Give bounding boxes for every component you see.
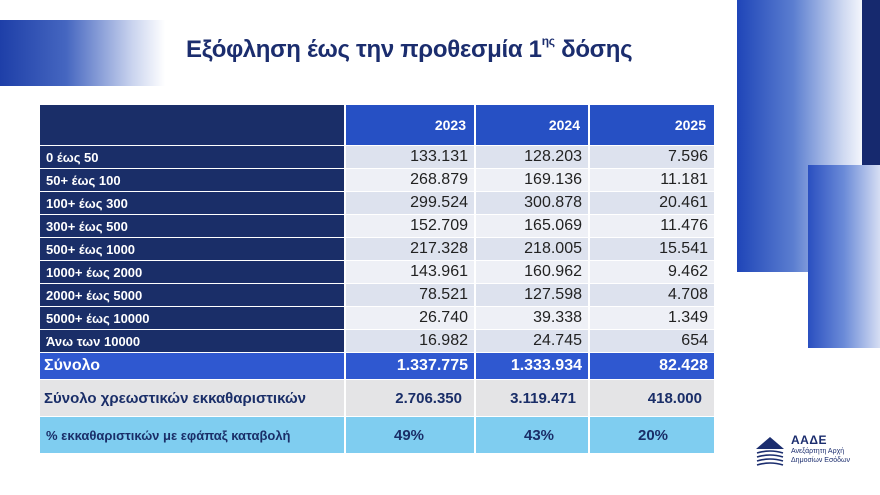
row-label: Άνω των 10000 <box>40 330 346 352</box>
table-header-row: 2023 2024 2025 <box>40 105 714 145</box>
row-label: % εκκαθαριστικών με εφάπαξ καταβολή <box>40 417 346 453</box>
value-cell: 2.706.350 <box>346 380 476 416</box>
value-cell: 654 <box>590 330 714 352</box>
logo-subtitle: Ανεξάρτητη Αρχή Δημοσίων Εσόδων <box>791 448 851 464</box>
row-label: 2000+ έως 5000 <box>40 284 346 306</box>
header-year-2024: 2024 <box>476 105 590 145</box>
value-cell: 24.745 <box>476 330 590 352</box>
value-cell: 299.524 <box>346 192 476 214</box>
value-cell: 78.521 <box>346 284 476 306</box>
value-cell: 1.333.934 <box>476 353 590 379</box>
aade-logo: ΑΑΔΕ Ανεξάρτητη Αρχή Δημοσίων Εσόδων <box>755 433 865 473</box>
header-year-2025: 2025 <box>590 105 714 145</box>
value-cell: 43% <box>476 417 590 453</box>
row-label: 0 έως 50 <box>40 146 346 168</box>
table-row: 2000+ έως 5000 78.521 127.598 4.708 <box>40 284 714 306</box>
table-row: 300+ έως 500 152.709 165.069 11.476 <box>40 215 714 237</box>
decor-bar-right <box>862 0 880 165</box>
value-cell: 268.879 <box>346 169 476 191</box>
value-cell: 3.119.471 <box>476 380 590 416</box>
title-superscript: ης <box>541 34 555 48</box>
header-corner <box>40 105 346 145</box>
value-cell: 16.982 <box>346 330 476 352</box>
value-cell: 9.462 <box>590 261 714 283</box>
table-row: 0 έως 50 133.131 128.203 7.596 <box>40 146 714 168</box>
value-cell: 127.598 <box>476 284 590 306</box>
row-label: 5000+ έως 10000 <box>40 307 346 329</box>
title-main: Εξόφληση έως την προθεσμία 1 <box>186 36 542 63</box>
installments-table: 2023 2024 2025 0 έως 50 133.131 128.203 7.5… <box>40 104 714 454</box>
value-cell: 152.709 <box>346 215 476 237</box>
table-row: 5000+ έως 10000 26.740 39.338 1.349 <box>40 307 714 329</box>
aade-logo-mark-icon <box>756 437 784 466</box>
value-cell: 1.349 <box>590 307 714 329</box>
row-label: 500+ έως 1000 <box>40 238 346 260</box>
value-cell: 20% <box>590 417 714 453</box>
value-cell: 418.000 <box>590 380 714 416</box>
value-cell: 15.541 <box>590 238 714 260</box>
table-row: Άνω των 10000 16.982 24.745 654 <box>40 330 714 352</box>
decor-block-right <box>808 165 880 348</box>
row-label: Σύνολο χρεωστικών εκκαθαριστικών <box>40 380 346 416</box>
table-row: 1000+ έως 2000 143.961 160.962 9.462 <box>40 261 714 283</box>
value-cell: 4.708 <box>590 284 714 306</box>
row-label: 300+ έως 500 <box>40 215 346 237</box>
percent-row: % εκκαθαριστικών με εφάπαξ καταβολή 49% 43… <box>40 417 714 453</box>
row-label: 50+ έως 100 <box>40 169 346 191</box>
value-cell: 165.069 <box>476 215 590 237</box>
value-cell: 26.740 <box>346 307 476 329</box>
value-cell: 7.596 <box>590 146 714 168</box>
value-cell: 1.337.775 <box>346 353 476 379</box>
value-cell: 217.328 <box>346 238 476 260</box>
title-end: δόσης <box>554 36 633 63</box>
table-row: 50+ έως 100 268.879 169.136 11.181 <box>40 169 714 191</box>
value-cell: 11.476 <box>590 215 714 237</box>
value-cell: 169.136 <box>476 169 590 191</box>
value-cell: 143.961 <box>346 261 476 283</box>
value-cell: 11.181 <box>590 169 714 191</box>
header-year-2023: 2023 <box>346 105 476 145</box>
value-cell: 82.428 <box>590 353 714 379</box>
liquidations-row: Σύνολο χρεωστικών εκκαθαριστικών 2.706.35… <box>40 380 714 416</box>
value-cell: 218.005 <box>476 238 590 260</box>
row-label: Σύνολο <box>40 353 346 379</box>
value-cell: 39.338 <box>476 307 590 329</box>
logo-name: ΑΑΔΕ <box>791 433 827 447</box>
row-label: 100+ έως 300 <box>40 192 346 214</box>
total-row: Σύνολο 1.337.775 1.333.934 82.428 <box>40 353 714 379</box>
row-label: 1000+ έως 2000 <box>40 261 346 283</box>
value-cell: 49% <box>346 417 476 453</box>
value-cell: 20.461 <box>590 192 714 214</box>
table-row: 100+ έως 300 299.524 300.878 20.461 <box>40 192 714 214</box>
decor-band-left <box>0 20 165 86</box>
value-cell: 160.962 <box>476 261 590 283</box>
value-cell: 300.878 <box>476 192 590 214</box>
page-title: Εξόφληση έως την προθεσμία 1ης δόσης <box>186 34 633 64</box>
value-cell: 128.203 <box>476 146 590 168</box>
table-row: 500+ έως 1000 217.328 218.005 15.541 <box>40 238 714 260</box>
value-cell: 133.131 <box>346 146 476 168</box>
